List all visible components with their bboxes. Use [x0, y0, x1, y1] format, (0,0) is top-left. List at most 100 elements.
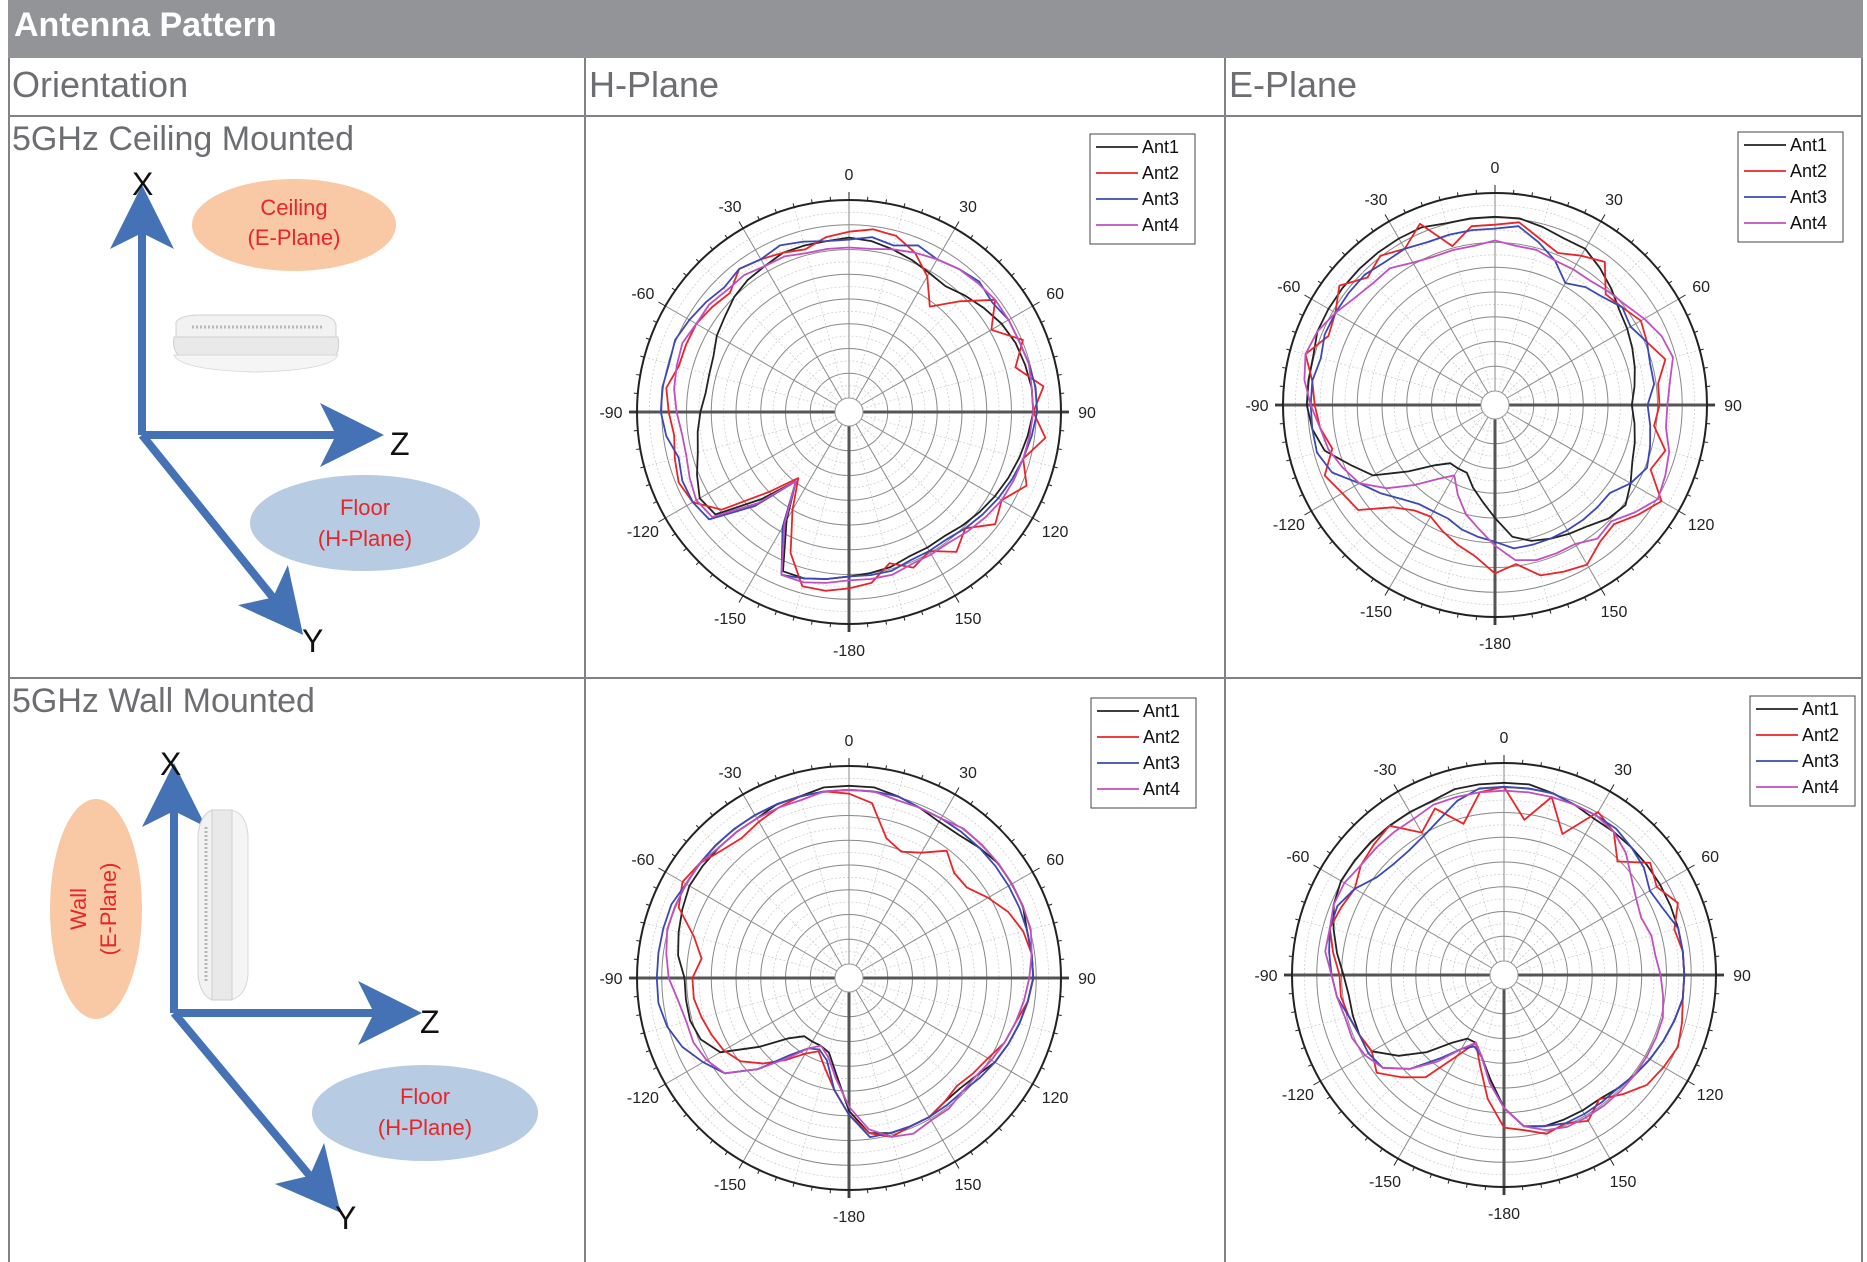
- grid-spoke: [665, 305, 838, 406]
- tick-mark: [921, 1177, 924, 1182]
- tick-mark: [653, 320, 658, 323]
- tick-mark: [954, 1161, 960, 1169]
- series-line-ant4: [673, 246, 1035, 584]
- tick-mark: [1326, 850, 1331, 854]
- tick-mark: [1456, 192, 1459, 197]
- grid-spoke: [855, 228, 956, 401]
- tick-mark: [1567, 201, 1570, 206]
- tick-mark: [1053, 921, 1058, 924]
- tick-mark: [885, 1186, 888, 1191]
- tick-mark: [683, 272, 687, 277]
- grid-spoke: [860, 305, 1033, 406]
- wall-orientation-diagram: X Z Y Wall (E-Plane) Floor (H-Plane): [50, 746, 538, 1236]
- tick-mark: [1317, 526, 1322, 530]
- tick-mark: [984, 812, 989, 816]
- grid-spoke: [665, 418, 838, 519]
- tick-mark: [810, 765, 813, 770]
- tick-mark: [1326, 1096, 1331, 1100]
- tick-mark: [1593, 1166, 1596, 1171]
- angle-tick-label: 30: [959, 765, 977, 782]
- angle-tick-label: 90: [1724, 398, 1742, 415]
- grid-spoke: [852, 207, 905, 399]
- grid-spoke: [1515, 868, 1688, 969]
- grid-spoke: [1299, 978, 1491, 1031]
- divider: [8, 677, 1863, 679]
- angle-tick-label: -120: [627, 524, 659, 541]
- x-axis-label: X: [132, 166, 153, 202]
- angle-tick-label: 60: [1046, 852, 1064, 869]
- tick-mark: [1317, 280, 1322, 284]
- tick-mark: [1456, 613, 1459, 618]
- tick-mark: [645, 484, 650, 487]
- legend-label: Ant3: [1142, 189, 1179, 209]
- tick-mark: [1308, 883, 1313, 886]
- grid-spoke: [1506, 298, 1679, 399]
- tick-mark: [1686, 313, 1691, 316]
- polar-plot-wall-eplane: 0306090120150-180-150-120-90-60-30Ant1An…: [1254, 695, 1856, 1223]
- legend-label: Ant4: [1143, 779, 1180, 799]
- tick-mark: [810, 199, 813, 204]
- grid-spoke: [1517, 919, 1709, 972]
- tick-mark: [1429, 1174, 1432, 1179]
- series-line-ant4: [1324, 789, 1664, 1131]
- tick-mark: [1666, 1110, 1670, 1115]
- tick-mark: [970, 234, 974, 239]
- tick-mark: [1412, 779, 1415, 784]
- grid-spoke: [1501, 416, 1602, 589]
- grid-spoke: [1448, 988, 1501, 1180]
- divider: [584, 58, 586, 1262]
- legend-label: Ant4: [1802, 777, 1839, 797]
- tick-mark: [810, 620, 813, 625]
- tick-mark: [724, 234, 728, 239]
- tick-mark: [1057, 939, 1062, 942]
- tick-mark: [1048, 337, 1053, 340]
- grid-spoke: [1508, 349, 1700, 402]
- tick-mark: [1703, 900, 1708, 903]
- tick-mark: [970, 1151, 974, 1156]
- angle-tick-label: 120: [1697, 1087, 1724, 1104]
- tick-mark: [683, 1113, 687, 1118]
- angle-tick-label: 0: [845, 733, 854, 750]
- angle-tick-label: -30: [718, 199, 741, 216]
- tick-mark: [1286, 348, 1291, 351]
- series-line-ant1: [677, 784, 1035, 1135]
- tick-mark: [1338, 835, 1342, 840]
- tick-mark: [1558, 766, 1561, 771]
- grid-spoke: [1504, 254, 1646, 396]
- legend-label: Ant2: [1802, 725, 1839, 745]
- angle-tick-label: 90: [1733, 968, 1751, 985]
- x-axis-label: X: [160, 746, 181, 782]
- tick-mark: [1447, 1179, 1450, 1184]
- tick-mark: [1291, 477, 1296, 480]
- tick-mark: [954, 595, 960, 603]
- tick-mark: [1420, 201, 1423, 206]
- tick-mark: [709, 574, 714, 578]
- tick-mark: [1694, 477, 1699, 480]
- z-axis-label: Z: [420, 1004, 440, 1040]
- page-title: Antenna Pattern: [14, 6, 277, 44]
- polar-grid: [629, 758, 1069, 1198]
- grid-spoke: [862, 922, 1054, 975]
- tick-mark: [640, 466, 645, 469]
- angle-tick-label: -90: [1254, 968, 1277, 985]
- grid-spoke: [1507, 770, 1560, 962]
- tick-mark: [1053, 355, 1058, 358]
- tick-mark: [774, 611, 777, 616]
- tick-mark: [1057, 373, 1062, 376]
- tick-mark: [954, 221, 960, 229]
- tick-mark: [695, 561, 700, 566]
- row-label-wall: 5GHz Wall Mounted: [12, 682, 315, 720]
- angle-tick-label: 150: [955, 611, 982, 628]
- tick-mark: [724, 1151, 728, 1156]
- tick-mark: [1593, 779, 1596, 784]
- angle-tick-label: -150: [1360, 604, 1392, 621]
- tick-mark: [683, 838, 687, 843]
- tick-mark: [1308, 1064, 1313, 1067]
- tick-mark: [774, 208, 777, 213]
- angle-tick-label: 120: [1042, 524, 1069, 541]
- legend-label: Ant1: [1790, 135, 1827, 155]
- tick-mark: [658, 1083, 666, 1089]
- tick-mark: [1393, 1158, 1399, 1166]
- tick-mark: [903, 203, 906, 208]
- tick-mark: [738, 1161, 744, 1169]
